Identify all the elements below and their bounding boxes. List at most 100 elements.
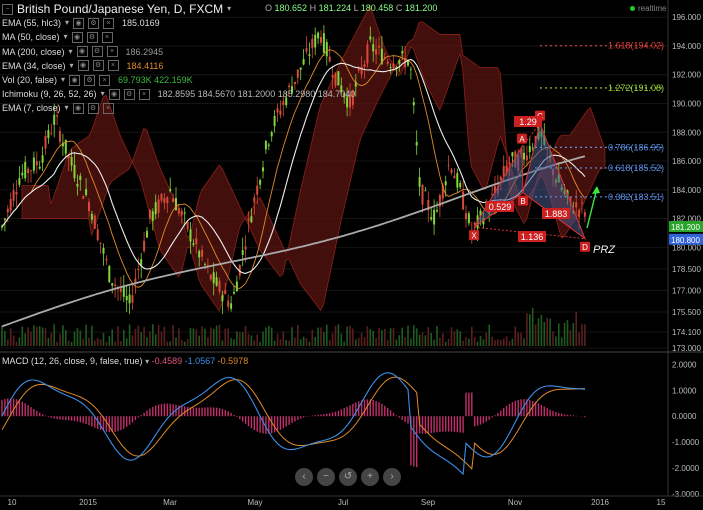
harmonic-point-marker — [580, 241, 590, 252]
harmonic-point-label: D — [582, 243, 588, 252]
volume-bar — [297, 325, 299, 346]
volume-bar — [357, 337, 360, 346]
close-icon[interactable]: × — [102, 102, 114, 114]
close-icon[interactable]: × — [99, 74, 111, 86]
collapse-icon[interactable]: − — [2, 3, 13, 15]
nav-button[interactable]: + — [361, 468, 379, 486]
candle-body — [288, 85, 291, 88]
chevron-down-icon[interactable]: ▾ — [100, 89, 105, 99]
indicator-name[interactable]: Ichimoku (9, 26, 52, 26) — [2, 89, 97, 100]
macd-histogram-bar — [566, 414, 569, 417]
indicator-name[interactable]: MA (200, close) — [2, 46, 65, 57]
volume-bar — [305, 338, 308, 346]
macd-title[interactable]: MACD (12, 26, close, 9, false, true) — [2, 356, 143, 366]
nav-button[interactable]: ‹ — [295, 468, 313, 486]
candle-body — [6, 208, 9, 213]
nav-button[interactable]: › — [383, 468, 401, 486]
indicator-name[interactable]: EMA (55, hlc3) — [2, 18, 62, 29]
candles — [1, 25, 586, 315]
eye-icon[interactable]: ◉ — [77, 60, 89, 72]
candle-body — [259, 180, 262, 185]
macd-histogram-bar — [79, 416, 81, 423]
chevron-down-icon[interactable]: ▾ — [69, 60, 74, 70]
gear-icon[interactable]: ⚙ — [84, 74, 96, 86]
volume-bar — [178, 328, 180, 346]
candle-body — [499, 176, 502, 181]
macd-histogram-bar — [404, 416, 406, 422]
price-tick-label: 177.000 — [672, 286, 701, 295]
macd-histogram-bar — [33, 408, 35, 417]
close-icon[interactable]: × — [107, 60, 119, 72]
gear-icon[interactable]: ⚙ — [123, 88, 135, 100]
gear-icon[interactable]: ⚙ — [91, 46, 103, 58]
macd-histogram-bar — [108, 416, 110, 433]
volume-bar — [276, 333, 279, 346]
candle-body — [346, 96, 349, 108]
volume-bar — [128, 324, 131, 346]
price-axis: 196.000 194.000 192.000 190.000 188.000 186.0… — [667, 0, 701, 496]
macd-histogram-bar — [297, 416, 299, 420]
gear-icon[interactable]: ⚙ — [87, 102, 99, 114]
ratio-label: 1.136 — [521, 232, 544, 242]
candle-body — [99, 242, 102, 245]
eye-icon[interactable]: ◉ — [73, 17, 85, 29]
indicator-name[interactable]: EMA (34, close) — [2, 60, 66, 71]
close-icon[interactable]: × — [106, 46, 118, 58]
gear-icon[interactable]: ⚙ — [88, 17, 100, 29]
volume-bar — [244, 325, 247, 346]
volume-bar — [137, 325, 140, 346]
indicator-value: 182.8595 184.5670 181.2000 185.2980 184.… — [157, 89, 356, 100]
chevron-down-icon[interactable]: ▾ — [64, 103, 69, 113]
chevron-down-icon[interactable]: ▾ — [145, 357, 150, 366]
close-icon[interactable]: × — [101, 31, 113, 43]
candle-body — [172, 198, 175, 203]
candle-body — [186, 221, 189, 230]
nav-button[interactable]: − — [317, 468, 335, 486]
eye-icon[interactable]: ◉ — [108, 88, 120, 100]
fib-label: 1.272(191.08) — [608, 83, 664, 93]
candle-body — [340, 85, 343, 93]
eye-icon[interactable]: ◉ — [76, 46, 88, 58]
candle-body — [27, 168, 30, 173]
chevron-down-icon[interactable]: ▾ — [65, 18, 70, 28]
close-icon[interactable]: × — [103, 17, 115, 29]
macd-histogram-bar — [97, 416, 99, 429]
volume-bar — [279, 339, 282, 346]
chevron-down-icon[interactable]: ▾ — [227, 4, 232, 13]
volume-bar — [334, 325, 337, 346]
volume-bar — [442, 333, 444, 346]
chart-navigation: ‹ − ↺ + › — [295, 468, 401, 486]
candle-body — [61, 142, 64, 147]
gear-icon[interactable]: ⚙ — [92, 60, 104, 72]
symbol-title[interactable]: British Pound/Japanese Yen, D, FXCM — [17, 2, 224, 16]
macd-histogram-bar — [494, 415, 496, 417]
volume-bar — [488, 324, 490, 346]
candle-body — [525, 155, 528, 161]
chevron-down-icon[interactable]: ▾ — [63, 32, 68, 42]
eye-icon[interactable]: ◉ — [72, 102, 84, 114]
indicator-name[interactable]: Vol (20, false) — [2, 74, 58, 85]
macd-histogram-bar — [126, 416, 128, 427]
chevron-down-icon[interactable]: ▾ — [61, 74, 66, 84]
indicator-row: EMA (7, close) ▾ ◉ ⚙ × — [2, 101, 355, 115]
close-icon[interactable]: × — [138, 88, 150, 100]
gear-icon[interactable]: ⚙ — [86, 31, 98, 43]
macd-histogram-bar — [120, 416, 122, 431]
eye-icon[interactable]: ◉ — [71, 31, 83, 43]
eye-icon[interactable]: ◉ — [69, 74, 81, 86]
macd-histogram-bar — [369, 399, 371, 417]
candle-body — [575, 202, 578, 208]
indicator-name[interactable]: EMA (7, close) — [2, 103, 61, 114]
indicator-name[interactable]: MA (50, close) — [2, 32, 60, 43]
macd-histogram-bar — [105, 416, 108, 432]
volume-bar — [369, 329, 372, 346]
volume-bar — [584, 324, 586, 346]
macd-histogram-bar — [349, 405, 351, 417]
chevron-down-icon[interactable]: ▾ — [68, 46, 73, 56]
macd-histogram-bar — [68, 416, 70, 421]
macd-histogram-bar — [247, 416, 250, 427]
volume-bar — [198, 335, 200, 346]
nav-button[interactable]: ↺ — [339, 468, 357, 486]
volume-bar — [450, 327, 453, 346]
